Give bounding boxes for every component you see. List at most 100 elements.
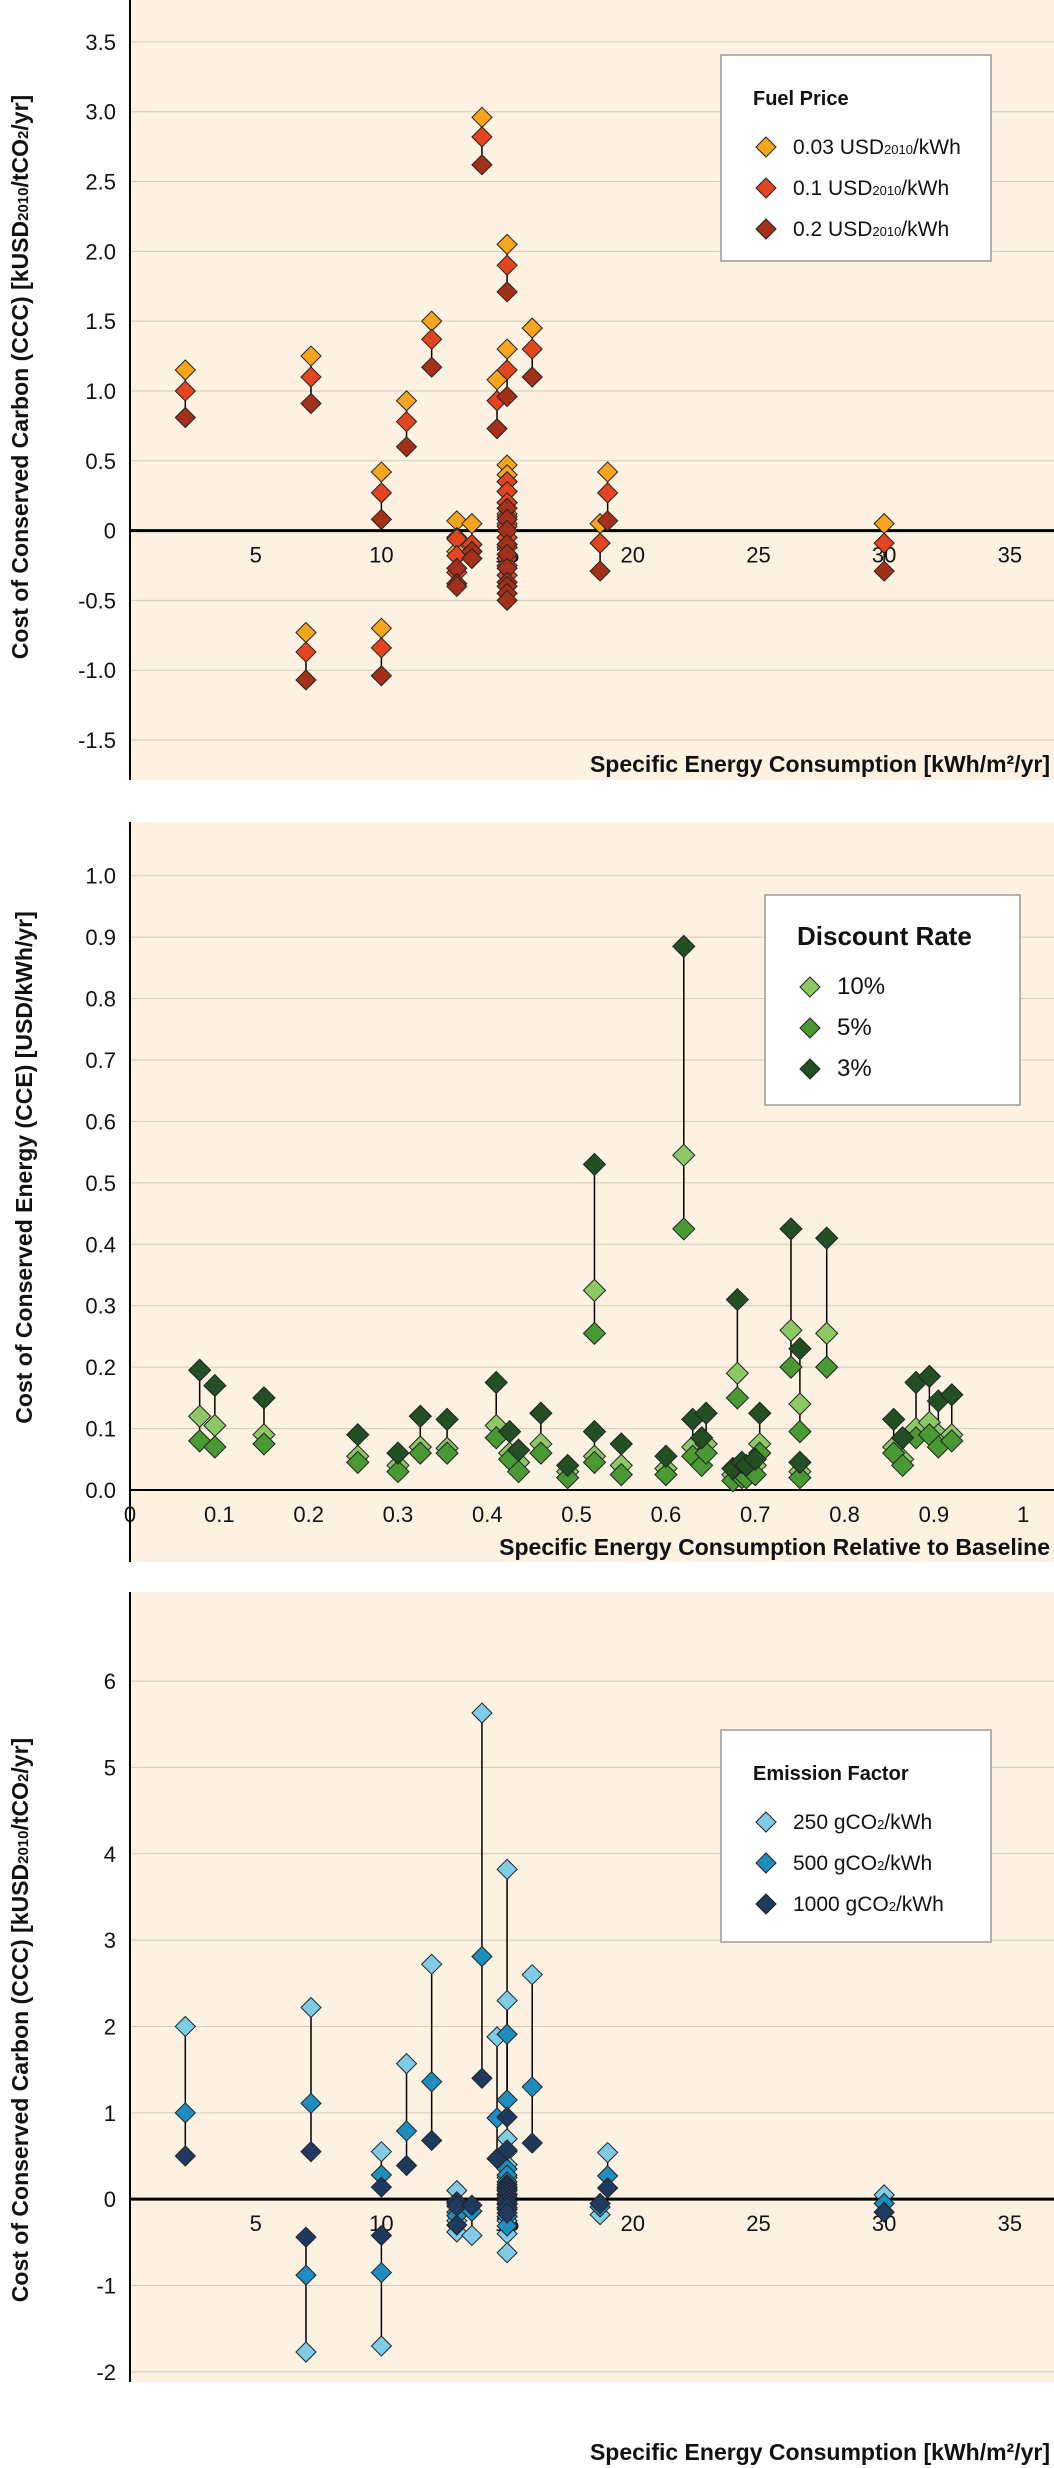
data-point bbox=[814, 1321, 839, 1346]
y-tick-label: -1.0 bbox=[78, 658, 116, 683]
chart-3: -2-101234565101520253035Specific Energy … bbox=[7, 1592, 1054, 2465]
data-point bbox=[300, 2092, 322, 2115]
data-point bbox=[555, 1466, 580, 1490]
data-point bbox=[725, 1386, 750, 1410]
y-tick-label: 2 bbox=[104, 2014, 116, 2039]
data-point bbox=[395, 2154, 418, 2177]
x-tick-label: 25 bbox=[746, 543, 770, 568]
x-tick-label: 5 bbox=[250, 543, 262, 568]
data-point bbox=[788, 1337, 812, 1361]
y-axis-title: Cost of Conserved Energy (CCE) [USD/kWh/… bbox=[11, 911, 37, 1423]
x-axis-title: Specific Energy Consumption [kWh/m²/yr] bbox=[590, 751, 1050, 777]
legend-label: 1000 gCO2/kWh bbox=[793, 1893, 944, 1916]
y-tick-label: 3.5 bbox=[85, 30, 116, 55]
label-text: /kWh bbox=[896, 1893, 944, 1916]
label-text: /tCO bbox=[7, 139, 33, 188]
data-point bbox=[484, 1370, 508, 1395]
data-point bbox=[521, 2132, 543, 2154]
data-point bbox=[496, 2202, 518, 2224]
legend-title: Discount Rate bbox=[797, 921, 972, 951]
data-point bbox=[174, 380, 197, 402]
x-tick-label: 0.2 bbox=[293, 1502, 324, 1527]
data-point bbox=[446, 575, 468, 598]
y-tick-label: 0.5 bbox=[85, 1171, 116, 1196]
series-2 bbox=[187, 1217, 964, 1493]
data-point bbox=[596, 461, 619, 483]
data-point bbox=[496, 359, 518, 381]
data-point bbox=[386, 1441, 410, 1465]
data-point bbox=[725, 1361, 750, 1385]
data-point bbox=[873, 560, 895, 582]
x-tick-label: 0.8 bbox=[829, 1502, 860, 1527]
chart-1: -1.5-1.0-0.500.51.01.52.02.53.03.5510152… bbox=[7, 0, 1054, 780]
legend-marker bbox=[755, 1811, 777, 1833]
data-point bbox=[496, 338, 518, 360]
x-tick-label: 0.7 bbox=[740, 1502, 771, 1527]
legend-label: 0.03 USD2010/kWh bbox=[793, 136, 961, 159]
data-point bbox=[689, 1426, 714, 1450]
data-point bbox=[446, 2214, 468, 2236]
data-point bbox=[582, 1450, 607, 1475]
data-point bbox=[589, 560, 611, 582]
plot-background bbox=[130, 1592, 1054, 2382]
data-point bbox=[917, 1364, 942, 1389]
y-tick-label: 0.0 bbox=[85, 1478, 116, 1503]
subscript-text: 2010 bbox=[884, 142, 913, 157]
data-point bbox=[940, 1383, 964, 1407]
data-point bbox=[529, 1401, 553, 1425]
data-point bbox=[420, 2071, 443, 2093]
legend: Discount Rate 10% 5% 3% bbox=[764, 894, 1021, 1106]
data-point bbox=[370, 2140, 393, 2163]
x-axis-title: Specific Energy Consumption Relative to … bbox=[499, 1534, 1050, 1560]
data-point bbox=[187, 1358, 212, 1382]
data-point bbox=[582, 1152, 607, 1177]
y-tick-label: 0.5 bbox=[85, 449, 116, 474]
data-point bbox=[300, 366, 322, 388]
data-point bbox=[596, 2177, 619, 2199]
y-tick-label: 1 bbox=[104, 2101, 116, 2126]
chart-2: 0.0 0.1 0.2 0.3 0.4 0.5 0.6 0.7 0.8 0.9 1.0 0 0.1 0.2… bbox=[11, 822, 1054, 1562]
data-point bbox=[496, 281, 518, 303]
y-tick-label: 0.8 bbox=[85, 987, 116, 1012]
subscript-text: 2010 bbox=[872, 224, 901, 239]
y-axis-title: Cost of Conserved Carbon (CCC) [kUSD2010… bbox=[7, 95, 33, 659]
data-point bbox=[496, 385, 518, 408]
x-tick-label: 0.5 bbox=[561, 1502, 592, 1527]
data-point bbox=[589, 2192, 611, 2215]
y-tick-label: 0.9 bbox=[85, 925, 116, 950]
x-tick-label: 0.6 bbox=[651, 1502, 682, 1527]
y-tick-label: 6 bbox=[104, 1669, 116, 1694]
subscript-text: 2010 bbox=[15, 1831, 32, 1864]
x-tick-label: 5 bbox=[250, 2211, 262, 2236]
data-point bbox=[295, 641, 317, 663]
label-text: /yr] bbox=[7, 95, 33, 131]
legend-label: 250 gCO2/kWh bbox=[793, 1811, 932, 1834]
data-point bbox=[252, 1432, 276, 1456]
data-point bbox=[672, 934, 696, 959]
data-point bbox=[300, 1996, 322, 2019]
data-point bbox=[461, 512, 483, 535]
data-point bbox=[395, 2120, 418, 2142]
data-point bbox=[471, 1702, 493, 1724]
y-tick-label: 3 bbox=[104, 1928, 116, 1953]
label-text: /kWh bbox=[913, 136, 961, 159]
data-point bbox=[496, 233, 518, 256]
x-tick-label: 0.1 bbox=[204, 1502, 235, 1527]
subscript-text: 2 bbox=[877, 1858, 884, 1873]
data-point bbox=[596, 2141, 619, 2164]
data-point bbox=[295, 2226, 317, 2248]
data-point bbox=[496, 2215, 518, 2237]
x-tick-label: 0.9 bbox=[919, 1502, 950, 1527]
data-point bbox=[370, 461, 393, 483]
data-point bbox=[435, 1407, 459, 1432]
label-text: 1000 gCO bbox=[793, 1893, 889, 1916]
data-point bbox=[461, 547, 483, 570]
y-tick-label: 2.0 bbox=[85, 239, 116, 264]
data-point bbox=[654, 1444, 678, 1468]
data-point bbox=[521, 338, 543, 360]
y-tick-label: -0.5 bbox=[78, 588, 116, 613]
data-point bbox=[486, 417, 508, 440]
y-tick-label: -2 bbox=[96, 2360, 116, 2385]
